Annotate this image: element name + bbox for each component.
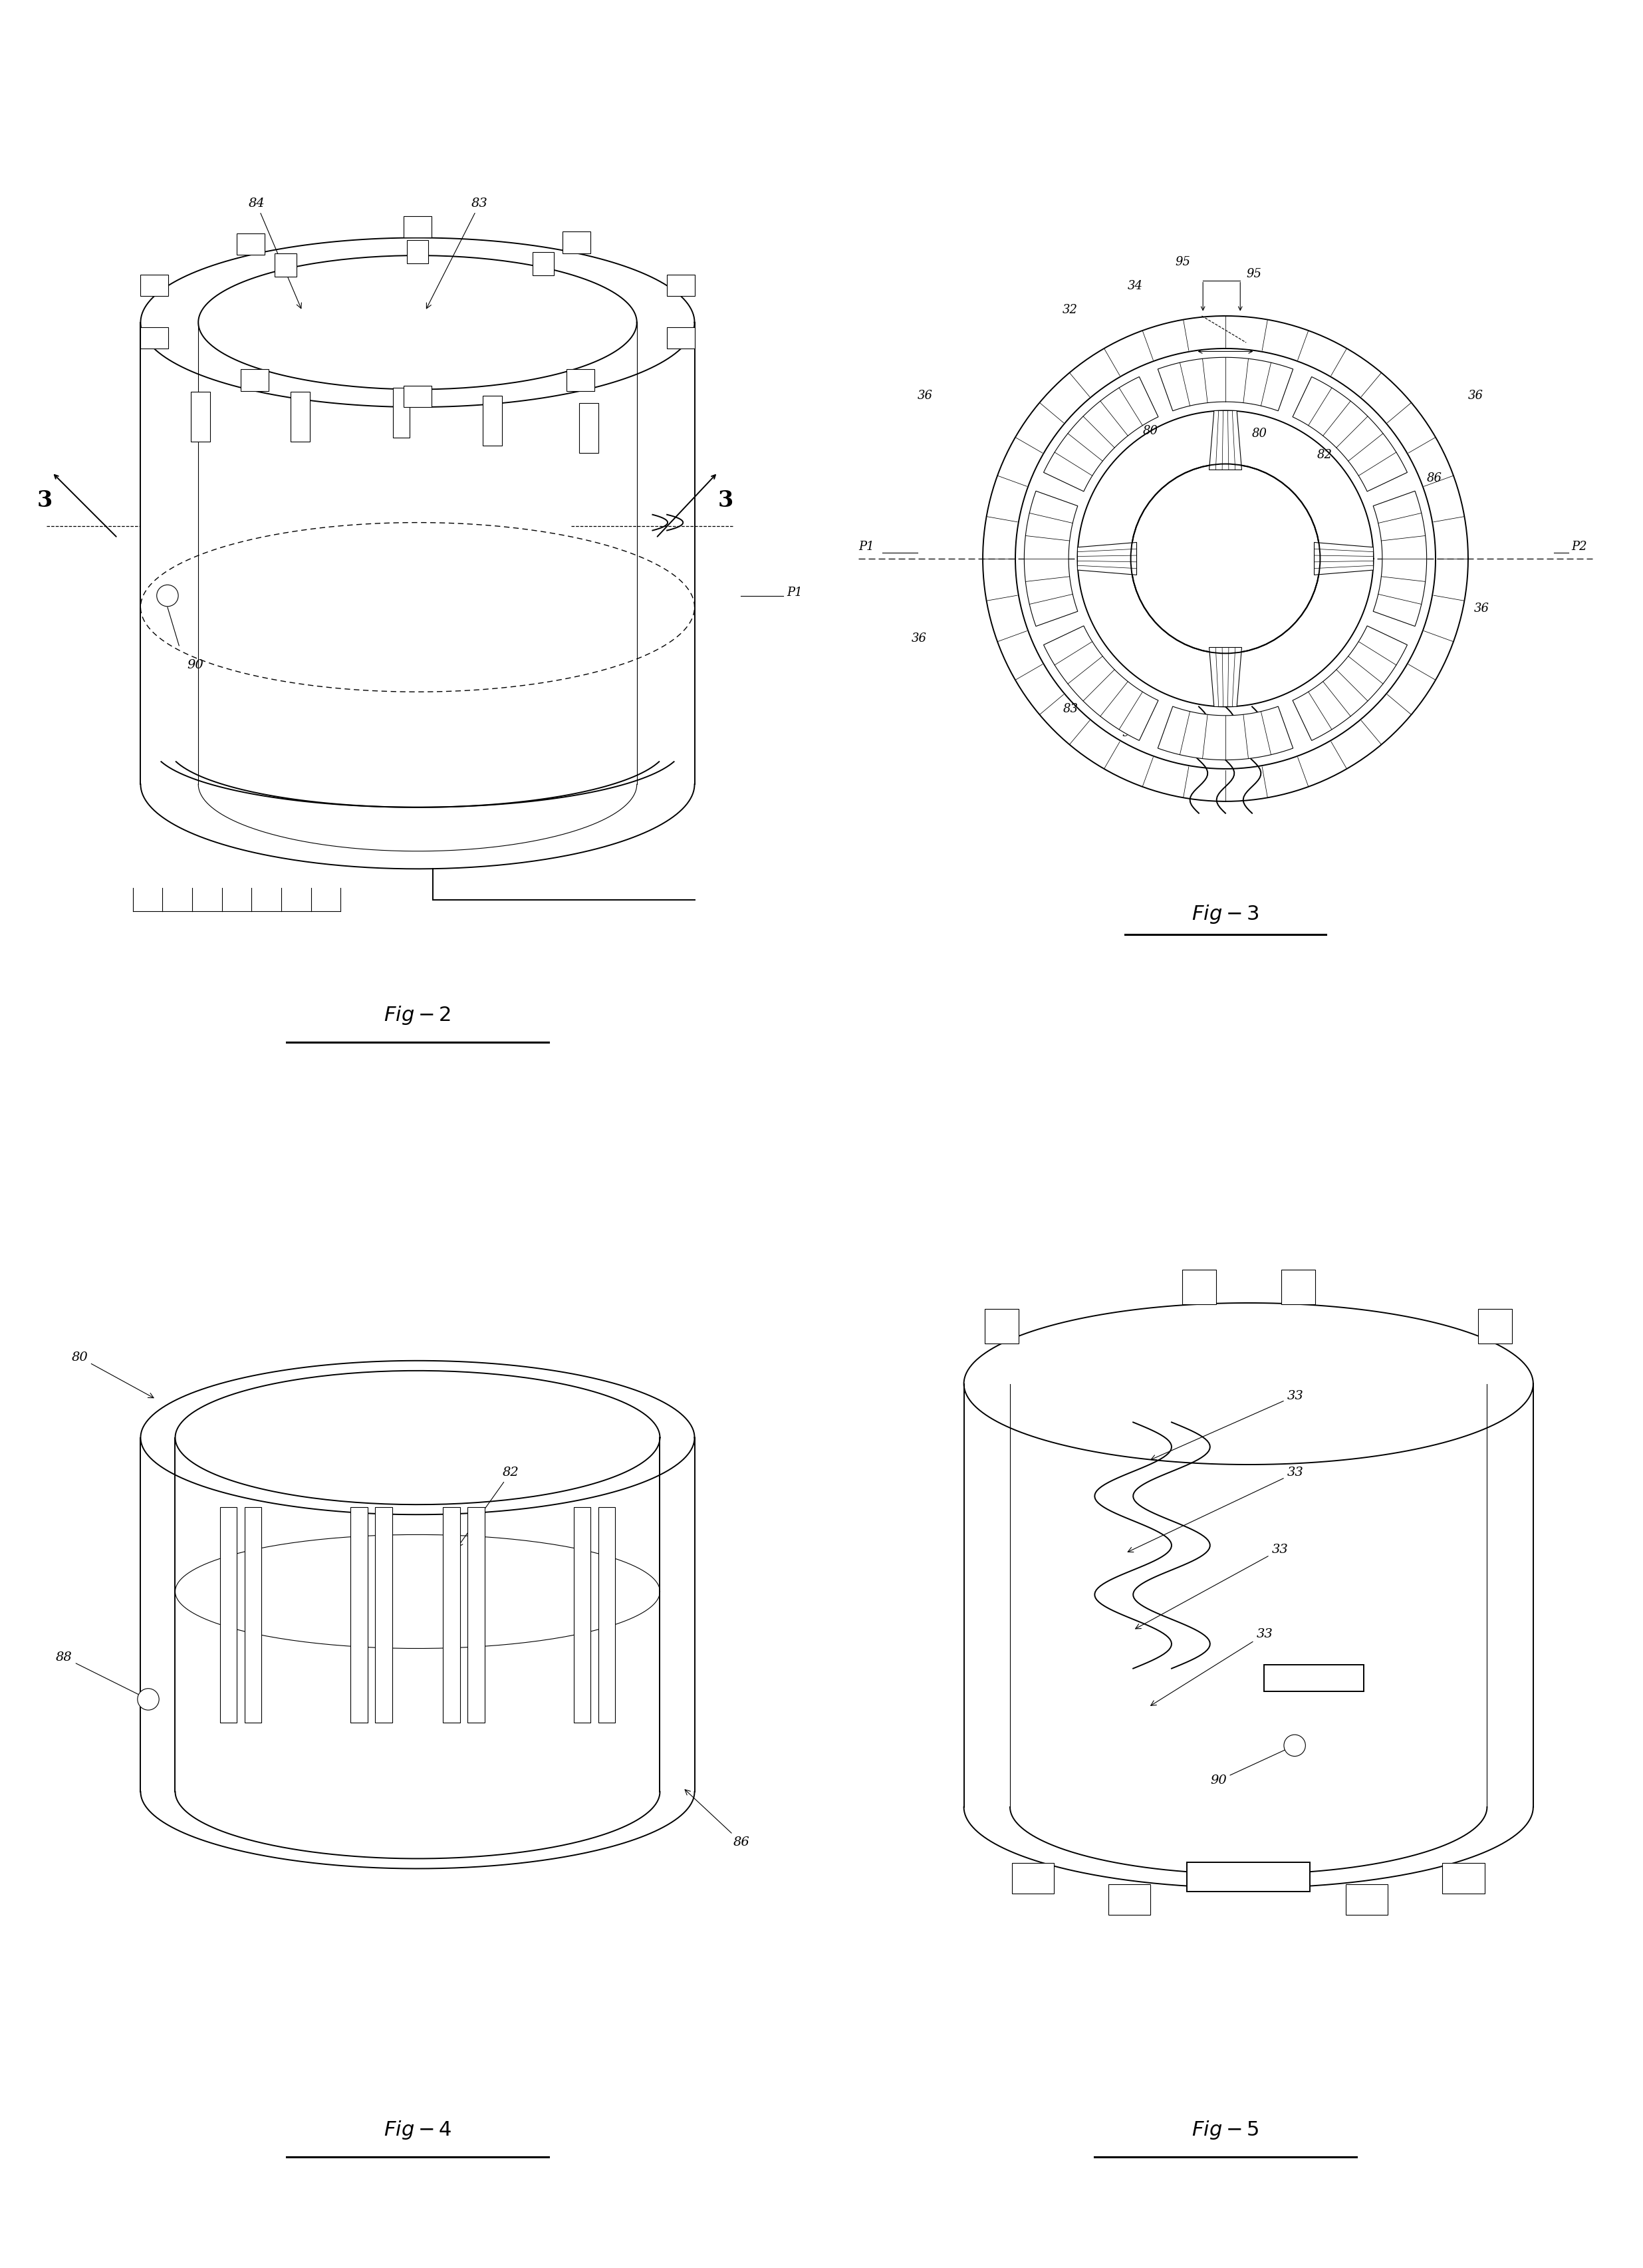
Text: P2: P2 [1572, 540, 1587, 553]
Polygon shape [1158, 358, 1293, 411]
Text: 32: 32 [1063, 304, 1078, 315]
FancyBboxPatch shape [986, 1309, 1019, 1343]
Bar [245, 1506, 261, 1721]
Polygon shape [1209, 646, 1242, 708]
Polygon shape [1043, 626, 1158, 742]
Text: 36: 36 [918, 390, 933, 401]
Text: 90: 90 [1122, 728, 1137, 739]
Polygon shape [1078, 542, 1137, 574]
FancyBboxPatch shape [532, 252, 554, 274]
FancyBboxPatch shape [1183, 1270, 1216, 1304]
Text: 34: 34 [1127, 279, 1144, 293]
Circle shape [138, 1687, 159, 1710]
Text: 88: 88 [56, 1651, 146, 1699]
FancyBboxPatch shape [667, 327, 695, 349]
Text: 84: 84 [1219, 547, 1236, 558]
Text: $\mathit{Fig-5}$: $\mathit{Fig-5}$ [1191, 2118, 1259, 2141]
FancyBboxPatch shape [140, 327, 168, 349]
Bar [1186, 1862, 1309, 1892]
Circle shape [1130, 465, 1319, 653]
Text: 83: 83 [1063, 703, 1078, 714]
Polygon shape [1293, 626, 1408, 742]
Bar [483, 395, 503, 445]
Text: $\mathit{Fig-3}$: $\mathit{Fig-3}$ [1191, 903, 1259, 925]
Text: 80: 80 [71, 1352, 153, 1397]
Text: 83: 83 [427, 197, 488, 308]
Text: P1: P1 [859, 540, 874, 553]
FancyBboxPatch shape [242, 370, 268, 390]
Bar [1109, 1885, 1150, 1914]
Text: 36: 36 [1469, 390, 1484, 401]
Bar [291, 392, 311, 442]
Text: 36: 36 [1474, 603, 1489, 615]
FancyBboxPatch shape [567, 370, 595, 390]
Text: 3: 3 [36, 490, 53, 513]
Bar [393, 388, 409, 438]
Text: 84: 84 [248, 197, 301, 308]
Circle shape [1283, 1735, 1306, 1755]
FancyBboxPatch shape [274, 254, 296, 277]
Text: 80: 80 [1245, 517, 1262, 528]
Text: 83: 83 [1334, 703, 1351, 714]
Text: 33: 33 [1127, 1467, 1303, 1551]
Polygon shape [1314, 542, 1374, 574]
Text: $\mathit{Fig-4}$: $\mathit{Fig-4}$ [383, 2118, 452, 2141]
Text: 82: 82 [458, 1467, 519, 1547]
Text: 95: 95 [1175, 256, 1191, 268]
Polygon shape [1158, 705, 1293, 760]
Text: 86: 86 [1426, 472, 1443, 485]
Bar [1346, 1885, 1388, 1914]
Polygon shape [1209, 411, 1242, 469]
Bar [444, 1506, 460, 1721]
Text: 88: 88 [1185, 730, 1199, 742]
FancyBboxPatch shape [140, 274, 168, 297]
Text: P1: P1 [787, 587, 802, 599]
Bar [220, 1506, 237, 1721]
Bar [375, 1506, 393, 1721]
Text: 90: 90 [187, 660, 204, 671]
Text: 80: 80 [1252, 429, 1267, 440]
Bar [573, 1506, 591, 1721]
Polygon shape [1024, 490, 1078, 626]
Polygon shape [1293, 376, 1408, 492]
Bar [578, 404, 598, 454]
Text: 96: 96 [1245, 744, 1262, 758]
Bar [1263, 1665, 1364, 1692]
Text: 86: 86 [685, 1789, 749, 1848]
FancyBboxPatch shape [237, 234, 265, 254]
Text: 90: 90 [1209, 1746, 1293, 1787]
Text: 36: 36 [912, 633, 927, 644]
FancyBboxPatch shape [407, 240, 429, 263]
Polygon shape [1043, 376, 1158, 492]
Text: 33: 33 [1135, 1545, 1288, 1628]
Text: 80: 80 [1142, 424, 1158, 438]
FancyBboxPatch shape [404, 386, 432, 406]
Text: 3: 3 [718, 490, 733, 513]
FancyBboxPatch shape [1479, 1309, 1512, 1343]
Text: 33: 33 [1150, 1628, 1273, 1706]
Bar [191, 392, 210, 442]
Text: 33: 33 [1152, 1390, 1303, 1461]
Bar [1443, 1862, 1484, 1894]
Bar [1012, 1862, 1055, 1894]
FancyBboxPatch shape [667, 274, 695, 297]
Bar [598, 1506, 614, 1721]
Bar [468, 1506, 485, 1721]
FancyBboxPatch shape [1282, 1270, 1314, 1304]
Circle shape [156, 585, 179, 606]
Text: 95: 95 [1245, 268, 1262, 279]
Text: $\mathit{Fig-2}$: $\mathit{Fig-2}$ [384, 1005, 452, 1025]
Text: 82: 82 [1318, 449, 1332, 460]
FancyBboxPatch shape [404, 215, 432, 238]
Bar [350, 1506, 368, 1721]
Polygon shape [1374, 490, 1426, 626]
FancyBboxPatch shape [562, 231, 590, 254]
Text: 80: 80 [1178, 517, 1193, 528]
